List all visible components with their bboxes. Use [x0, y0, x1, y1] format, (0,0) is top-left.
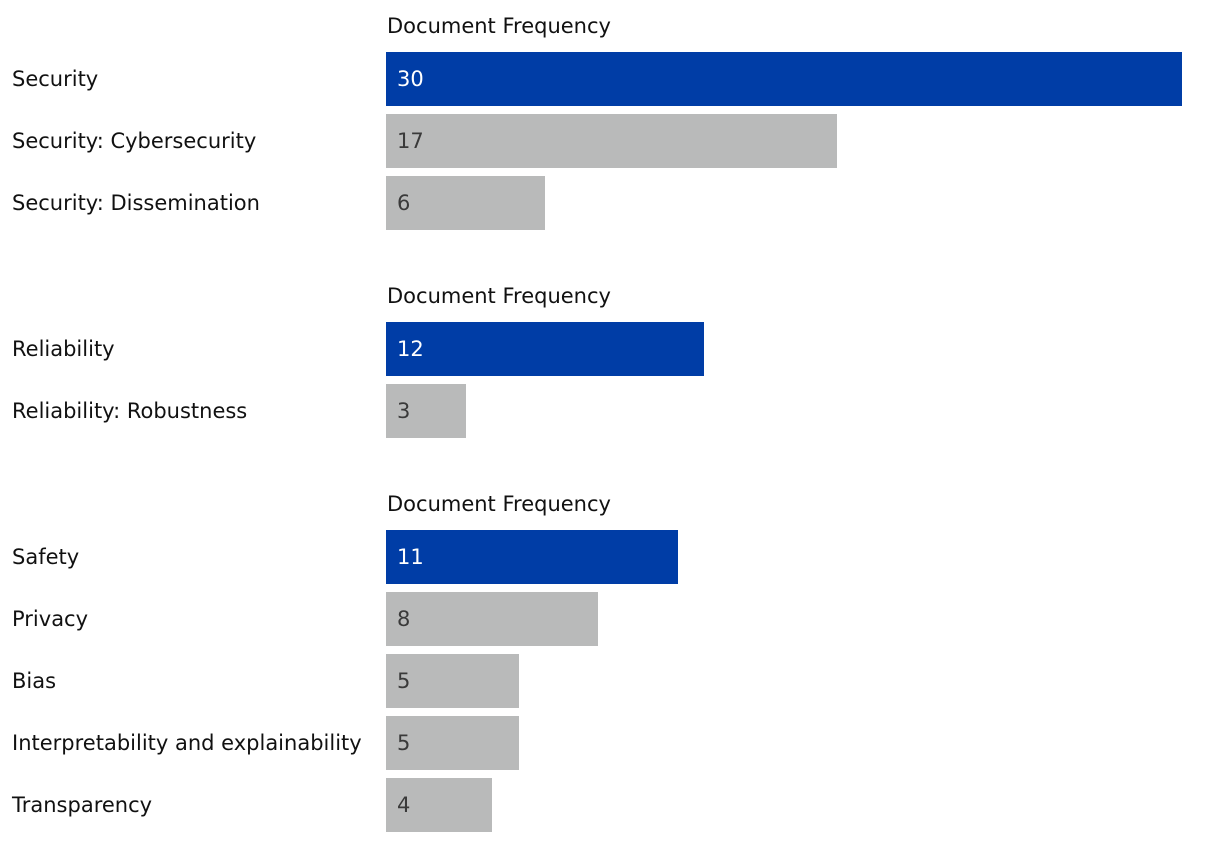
data-label: 12 [397, 337, 424, 361]
bar [386, 530, 678, 584]
axis-title: Document Frequency [387, 284, 611, 308]
bar [386, 322, 704, 376]
category-label: Interpretability and explainability [12, 731, 362, 755]
data-label: 17 [397, 129, 424, 153]
data-label: 8 [397, 607, 411, 631]
category-label: Reliability [12, 337, 115, 361]
bar [386, 778, 492, 832]
category-label: Reliability: Robustness [12, 399, 248, 423]
category-label: Security: Dissemination [12, 191, 260, 215]
category-label: Transparency [12, 793, 153, 817]
category-label: Bias [12, 669, 57, 693]
bar [386, 52, 1182, 106]
data-label: 11 [397, 545, 424, 569]
bar [386, 176, 545, 230]
data-label: 4 [397, 793, 411, 817]
axis-title: Document Frequency [387, 492, 611, 516]
data-label: 6 [397, 191, 411, 215]
category-label: Safety [12, 545, 80, 569]
bar [386, 716, 519, 770]
category-label: Privacy [12, 607, 89, 631]
data-label: 5 [397, 731, 411, 755]
bar [386, 384, 466, 438]
axis-title: Document Frequency [387, 14, 611, 38]
category-label: Security [12, 67, 99, 91]
data-label: 3 [397, 399, 411, 423]
data-label: 5 [397, 669, 411, 693]
bar [386, 114, 837, 168]
bar [386, 654, 519, 708]
data-label: 30 [397, 67, 424, 91]
bar [386, 592, 598, 646]
category-label: Security: Cybersecurity [12, 129, 257, 153]
